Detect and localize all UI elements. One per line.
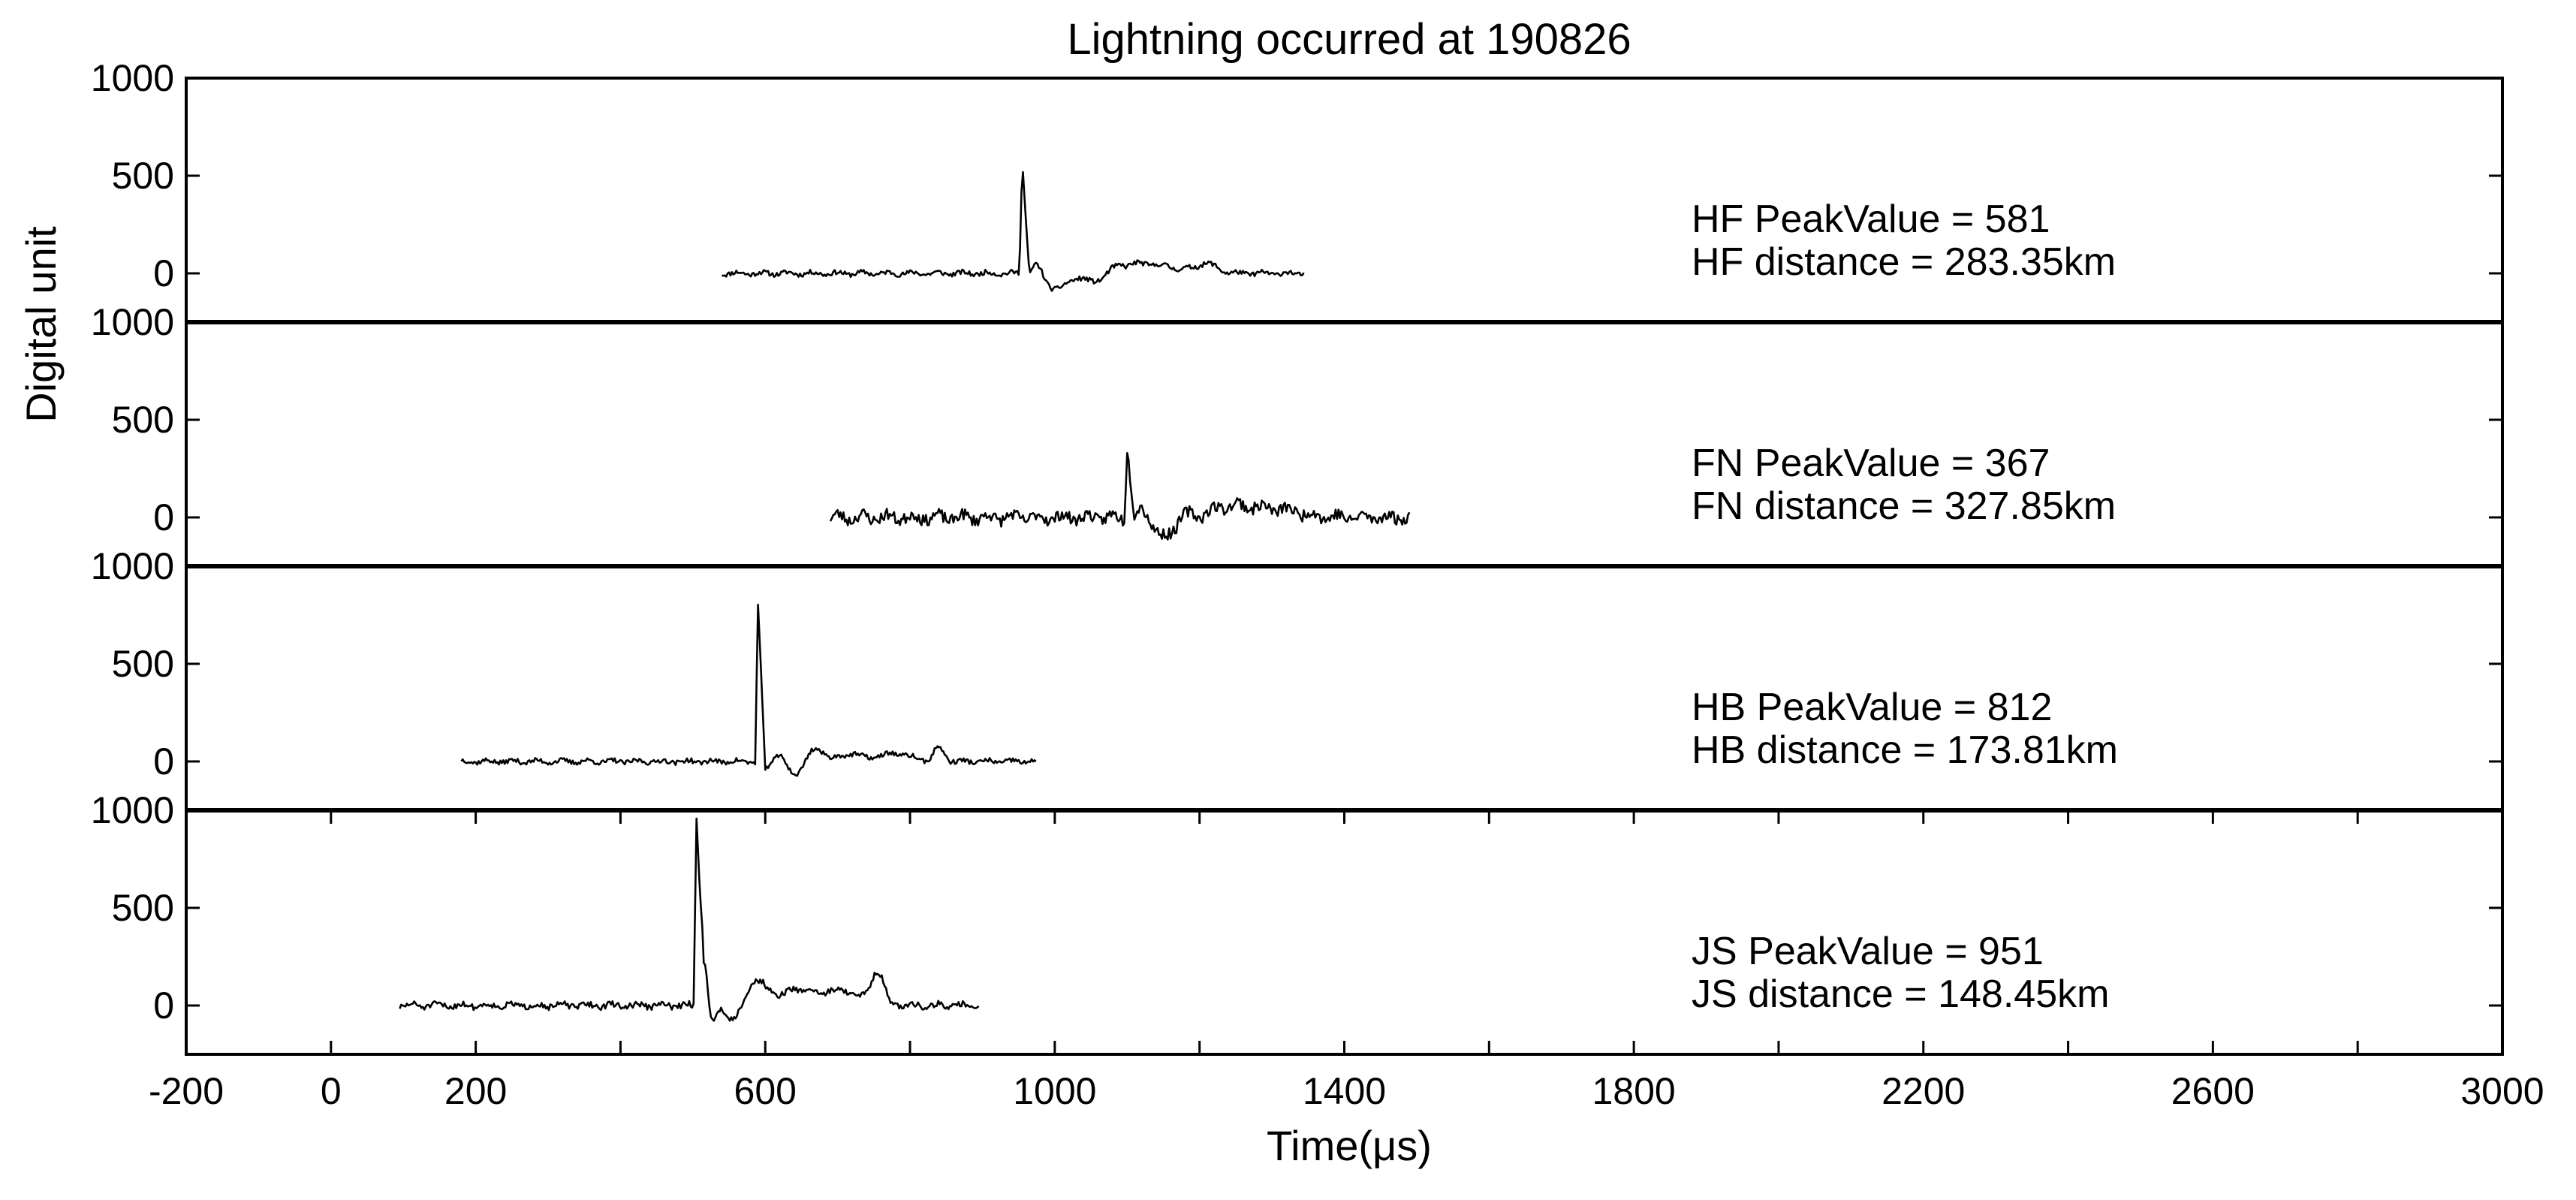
x-tick-label: 3000 bbox=[2460, 1070, 2544, 1112]
y-tick-label: 0 bbox=[153, 740, 174, 782]
waveform-line-hb bbox=[460, 603, 1037, 777]
annotation-distance: HB distance = 173.81km bbox=[1692, 728, 2118, 772]
x-tick-label: 600 bbox=[734, 1070, 797, 1112]
annotation-peak-value: FN PeakValue = 367 bbox=[1692, 442, 2050, 485]
y-tick-label: 500 bbox=[112, 643, 174, 685]
annotation-distance: JS distance = 148.45km bbox=[1692, 972, 2109, 1016]
y-tick-label: 1000 bbox=[91, 789, 174, 831]
y-tick-label: 1000 bbox=[91, 545, 174, 587]
y-tick-label: 1000 bbox=[91, 57, 174, 99]
y-tick-label: 500 bbox=[112, 887, 174, 929]
x-axis-label: Time(μs) bbox=[1267, 1122, 1432, 1169]
x-tick-label: 2600 bbox=[2171, 1070, 2255, 1112]
chart-title: Lightning occurred at 190826 bbox=[1067, 15, 1631, 64]
plot-area: -200 0 200 600 1000 1400 1800 2200 2600 3000 0 500 1… bbox=[91, 57, 2544, 1112]
y-tick-label: 1000 bbox=[91, 301, 174, 343]
y-axis-label: Digital unit bbox=[17, 226, 65, 423]
annotation-distance: HF distance = 283.35km bbox=[1692, 240, 2116, 284]
annotation-peak-value: HF PeakValue = 581 bbox=[1692, 197, 2050, 241]
x-tick-label: 0 bbox=[321, 1070, 342, 1112]
x-tick-label: -200 bbox=[149, 1070, 224, 1112]
annotation-peak-value: JS PeakValue = 951 bbox=[1692, 930, 2044, 973]
x-tick-label: 200 bbox=[444, 1070, 507, 1112]
y-tick-label: 500 bbox=[112, 399, 174, 441]
y-tick-label: 0 bbox=[153, 984, 174, 1027]
annotation-peak-value: HB PeakValue = 812 bbox=[1692, 686, 2052, 729]
y-tick-label: 0 bbox=[153, 496, 174, 538]
waveform-line-fn bbox=[829, 451, 1411, 541]
waveform-line-js bbox=[399, 817, 980, 1022]
x-tick-label: 1800 bbox=[1592, 1070, 1676, 1112]
x-tick-label: 2200 bbox=[1882, 1070, 1965, 1112]
y-tick-label: 500 bbox=[112, 155, 174, 197]
x-tick-label: 1400 bbox=[1303, 1070, 1386, 1112]
annotation-distance: FN distance = 327.85km bbox=[1692, 484, 2116, 528]
waveform-line-hf bbox=[722, 170, 1305, 292]
y-tick-label: 0 bbox=[153, 252, 174, 294]
x-tick-label: 1000 bbox=[1013, 1070, 1096, 1112]
